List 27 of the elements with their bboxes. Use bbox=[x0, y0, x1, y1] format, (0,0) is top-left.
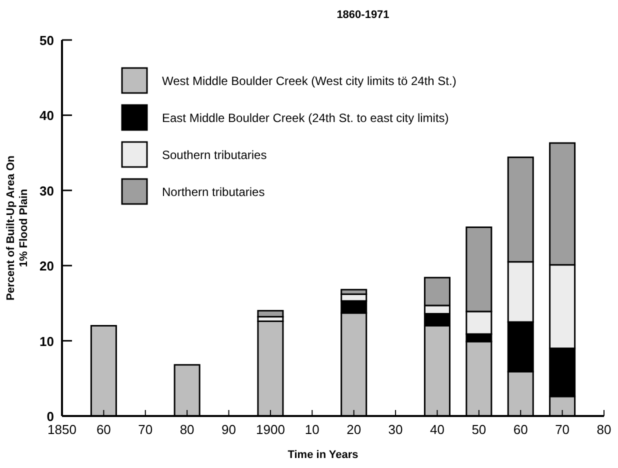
y-tick-label: 20 bbox=[40, 258, 54, 274]
legend-label: East Middle Boulder Creek (24th St. to east city limits) bbox=[162, 111, 449, 125]
x-tick-label: 20 bbox=[346, 422, 362, 437]
y-tick-label: 30 bbox=[40, 183, 54, 198]
x-tick-label: 10 bbox=[304, 422, 320, 437]
x-tick-label: 30 bbox=[388, 422, 403, 437]
y-tick-label: 0 bbox=[46, 409, 54, 424]
y-tick-label: 50 bbox=[40, 33, 54, 48]
x-tick-label: 1850 bbox=[48, 422, 76, 437]
x-tick-label: 80 bbox=[180, 422, 194, 437]
y-tick-label: 40 bbox=[40, 108, 54, 124]
x-tick-label: 80 bbox=[596, 422, 612, 437]
x-tick-label: 70 bbox=[555, 422, 570, 437]
x-tick-label: 50 bbox=[472, 422, 486, 437]
x-tick-label: 60 bbox=[96, 422, 111, 437]
x-tick-label: 90 bbox=[222, 422, 236, 437]
legend-label: West Middle Boulder Creek (West city limits tö 24th St.) bbox=[162, 74, 456, 88]
y-tick-label: 10 bbox=[40, 334, 54, 349]
y-axis-title: Percent of Built-Up Area On 1% Flood Plain bbox=[5, 155, 30, 301]
x-tick-label: 1900 bbox=[256, 422, 285, 437]
legend-label: Northern tributaries bbox=[162, 185, 265, 199]
x-tick-label: 40 bbox=[430, 422, 444, 437]
legend-label: Southern tributaries bbox=[162, 148, 267, 162]
x-axis-title: Time in Years bbox=[288, 449, 358, 461]
x-tick-label: 70 bbox=[138, 422, 153, 437]
chart-title: 1860-1971 bbox=[336, 9, 390, 21]
x-tick-label: 60 bbox=[513, 422, 528, 437]
